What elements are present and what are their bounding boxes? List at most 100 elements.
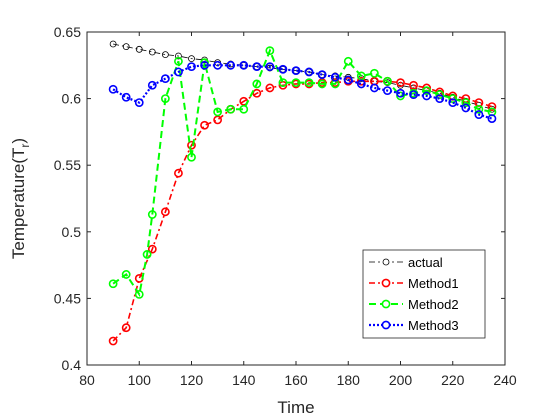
data-point <box>175 52 182 60</box>
legend-swatch-marker <box>381 278 391 288</box>
legend-label: Method2 <box>408 297 459 312</box>
data-point <box>252 88 262 98</box>
data-point <box>174 56 183 66</box>
series-layer <box>108 40 497 346</box>
data-point <box>422 86 432 96</box>
data-point <box>343 56 353 66</box>
data-point <box>369 83 379 93</box>
series-line <box>113 43 493 110</box>
series-method2 <box>108 46 497 299</box>
data-point <box>461 103 471 113</box>
data-point <box>330 72 340 82</box>
data-point <box>108 336 118 346</box>
y-tick-label: 0.4 <box>62 357 82 373</box>
data-point <box>396 78 405 88</box>
data-point <box>317 79 327 89</box>
legend-entry: Method2 <box>369 297 459 312</box>
data-point <box>174 67 183 77</box>
legend-label: Method1 <box>408 276 459 291</box>
data-point <box>383 76 392 86</box>
y-axis-title-main: Temperature(T <box>9 148 28 259</box>
data-point <box>174 168 183 178</box>
x-tick-label: 120 <box>180 372 204 388</box>
data-point <box>226 104 236 114</box>
data-point <box>108 279 118 289</box>
legend-label: actual <box>408 255 443 270</box>
y-tick-label: 0.6 <box>62 91 82 107</box>
data-point <box>239 60 249 70</box>
data-point <box>252 62 262 72</box>
data-point <box>343 75 353 85</box>
data-point <box>187 62 196 72</box>
data-point <box>200 58 209 68</box>
data-point <box>304 67 314 77</box>
data-point <box>356 79 366 89</box>
data-point <box>188 55 195 63</box>
data-point <box>304 78 314 88</box>
y-tick-label: 0.5 <box>62 224 82 240</box>
data-point <box>265 83 275 93</box>
data-point <box>121 323 131 333</box>
data-point <box>396 91 405 101</box>
data-point <box>265 62 275 72</box>
x-tick-label: 100 <box>128 372 152 388</box>
data-point <box>147 80 157 90</box>
x-axis-title: Time <box>277 398 314 417</box>
data-point <box>422 91 432 101</box>
x-tick-label: 180 <box>337 372 361 388</box>
data-point <box>226 60 236 70</box>
data-point <box>213 107 223 117</box>
data-point <box>122 43 130 51</box>
data-point <box>487 114 497 123</box>
data-point <box>160 94 170 103</box>
data-point <box>239 104 249 114</box>
data-point <box>435 90 445 100</box>
x-tick-label: 220 <box>441 372 465 388</box>
legend: actual Method1 Method2 Method3 <box>362 249 486 339</box>
data-point <box>160 74 170 84</box>
data-point <box>147 210 157 219</box>
data-point <box>487 102 497 111</box>
data-point <box>121 92 131 102</box>
legend-entry: Method1 <box>369 276 459 291</box>
data-point <box>448 94 458 103</box>
data-point <box>409 90 418 100</box>
data-point <box>369 68 379 78</box>
data-point <box>291 66 301 76</box>
data-point <box>135 45 143 53</box>
data-point <box>142 250 152 259</box>
legend-swatch-marker <box>381 320 391 330</box>
data-point <box>200 60 209 70</box>
data-point <box>160 207 170 217</box>
y-axis-title-close: ) <box>9 138 28 144</box>
x-tick-label: 240 <box>493 372 517 388</box>
data-point <box>109 40 117 48</box>
data-point <box>200 120 209 130</box>
data-point <box>161 51 169 59</box>
series-method3 <box>108 60 497 123</box>
data-point <box>435 94 445 103</box>
ticks-layer: 80 100 120 140 160 180 200 220 240 0.4 0.45 0.5 0.55… <box>54 24 517 388</box>
data-point <box>265 46 275 56</box>
data-point <box>461 98 471 107</box>
y-tick-label: 0.55 <box>54 157 81 173</box>
data-point <box>474 104 484 114</box>
x-tick-label: 140 <box>232 372 256 388</box>
legend-swatch-marker <box>382 258 390 266</box>
x-tick-label: 160 <box>284 372 308 388</box>
data-point <box>147 244 157 254</box>
data-point <box>448 98 458 107</box>
y-tick-label: 0.65 <box>54 24 81 40</box>
data-point <box>121 270 131 279</box>
legend-entry: Method3 <box>369 318 459 333</box>
data-point <box>187 140 196 150</box>
data-point <box>134 98 144 107</box>
y-tick-label: 0.45 <box>54 290 81 306</box>
y-axis-title-subscript: r <box>18 144 32 148</box>
x-tick-label: 200 <box>389 372 413 388</box>
data-point <box>396 88 405 98</box>
legend-entry: actual <box>369 255 443 270</box>
data-point <box>291 78 301 88</box>
data-point <box>356 76 366 86</box>
